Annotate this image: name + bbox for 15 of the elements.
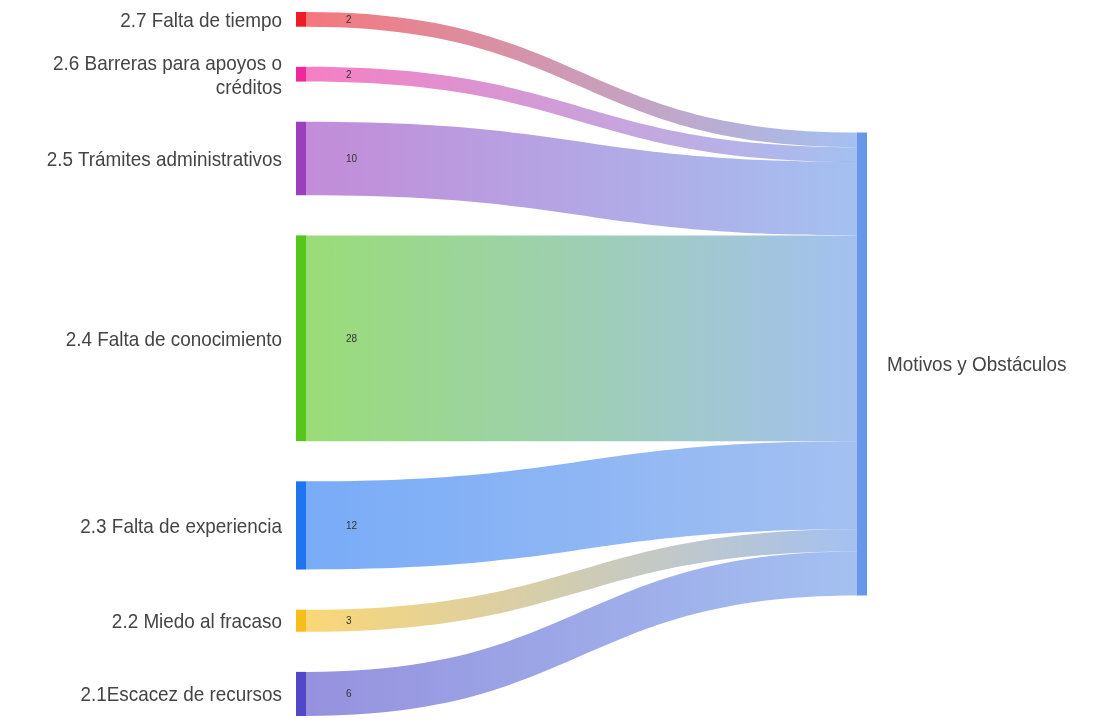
data-label: 6: [346, 688, 352, 700]
data-label: 2: [346, 68, 352, 80]
category-label: 2.6 Barreras para apoyos o créditos: [53, 50, 283, 98]
category-label: 2.4 Falta de conocimiento: [65, 326, 282, 350]
data-label: 3: [346, 615, 352, 627]
category-label: 2.3 Falta de experiencia: [80, 513, 283, 537]
category-label: 2.2 Miedo al fracaso: [111, 609, 282, 633]
category-label: 2.1Escacez de recursos: [80, 682, 283, 706]
data-label: 10: [346, 152, 358, 164]
category-label: 2.5 Trámites administrativos: [46, 146, 283, 171]
data-label: 28: [346, 332, 358, 344]
category-label: 2.7 Falta de tiempo: [120, 7, 282, 31]
data-label: 2: [346, 13, 352, 25]
text: Motivos y Obstáculos: [887, 352, 1067, 376]
data-label: 12: [346, 519, 358, 531]
